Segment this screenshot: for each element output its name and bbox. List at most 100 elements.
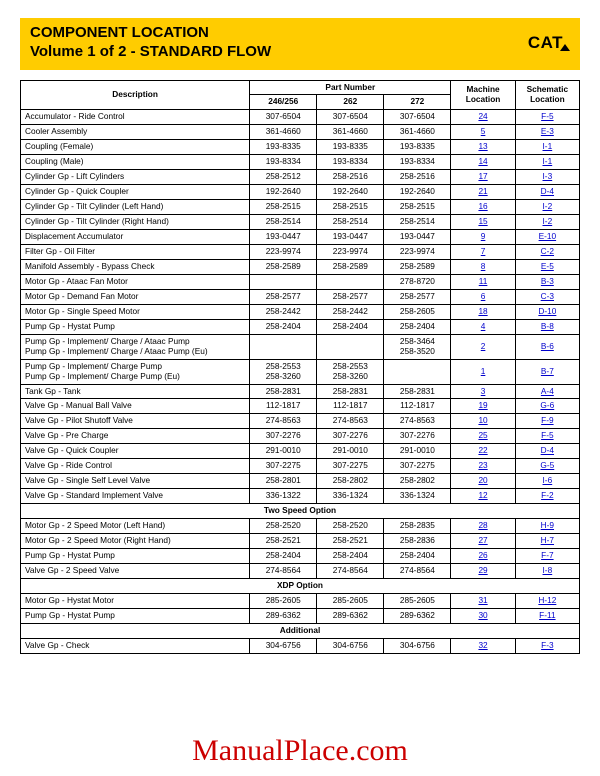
schematic-location-link[interactable]: D-10	[538, 306, 556, 316]
watermark: ManualPlace.com	[0, 734, 600, 768]
schematic-location-link[interactable]: I-6	[543, 475, 553, 485]
machine-location-link[interactable]: 3	[481, 386, 486, 396]
cell-part-number: 304-6756	[384, 638, 451, 653]
machine-location-link[interactable]: 5	[481, 126, 486, 136]
machine-location-link[interactable]: 7	[481, 246, 486, 256]
schematic-location-link[interactable]: E-5	[541, 261, 554, 271]
schematic-location-link[interactable]: I-2	[543, 216, 553, 226]
cell-machine-location: 5	[451, 125, 515, 140]
schematic-location-link[interactable]: I-1	[543, 156, 553, 166]
schematic-location-link[interactable]: I-8	[543, 565, 553, 575]
machine-location-link[interactable]: 12	[478, 490, 487, 500]
machine-location-link[interactable]: 25	[478, 430, 487, 440]
cell-schematic-location: F-3	[515, 638, 579, 653]
schematic-location-link[interactable]: E-10	[539, 231, 557, 241]
schematic-location-link[interactable]: I-1	[543, 141, 553, 151]
schematic-location-link[interactable]: H-12	[538, 595, 556, 605]
cell-part-number: 274-8564	[317, 563, 384, 578]
schematic-location-link[interactable]: F-5	[541, 430, 553, 440]
machine-location-link[interactable]: 30	[478, 610, 487, 620]
schematic-location-link[interactable]: I-2	[543, 201, 553, 211]
machine-location-link[interactable]: 10	[478, 415, 487, 425]
schematic-location-link[interactable]: F-11	[539, 610, 555, 620]
cell-description: Valve Gp - Pre Charge	[21, 429, 250, 444]
machine-location-link[interactable]: 27	[478, 535, 487, 545]
machine-location-link[interactable]: 26	[478, 550, 487, 560]
schematic-location-link[interactable]: I-3	[543, 171, 553, 181]
machine-location-link[interactable]: 2	[481, 341, 486, 351]
schematic-location-link[interactable]: B-7	[541, 366, 554, 376]
machine-location-link[interactable]: 23	[478, 460, 487, 470]
machine-location-link[interactable]: 6	[481, 291, 486, 301]
machine-location-link[interactable]: 19	[478, 400, 487, 410]
schematic-location-link[interactable]: C-3	[541, 291, 554, 301]
machine-location-link[interactable]: 31	[478, 595, 487, 605]
machine-location-link[interactable]: 11	[479, 276, 488, 286]
schematic-location-link[interactable]: B-6	[541, 341, 554, 351]
table-row: Cylinder Gp - Quick Coupler192-2640192-2…	[21, 185, 580, 200]
schematic-location-link[interactable]: F-3	[541, 640, 553, 650]
cell-description: Pump Gp - Hystat Pump	[21, 549, 250, 564]
cell-schematic-location: B-6	[515, 334, 579, 359]
table-row: Motor Gp - Hystat Motor285-2605285-26052…	[21, 593, 580, 608]
schematic-location-link[interactable]: H-9	[541, 520, 554, 530]
machine-location-link[interactable]: 8	[481, 261, 486, 271]
schematic-location-link[interactable]: D-4	[541, 445, 554, 455]
machine-location-link[interactable]: 14	[478, 156, 487, 166]
cell-part-number: 258-2605	[384, 304, 451, 319]
cell-part-number: 278-8720	[384, 274, 451, 289]
schematic-location-link[interactable]: G-5	[540, 460, 554, 470]
cell-part-number	[250, 334, 317, 359]
machine-location-link[interactable]: 20	[478, 475, 487, 485]
cell-schematic-location: F-5	[515, 429, 579, 444]
cell-description: Manifold Assembly - Bypass Check	[21, 259, 250, 274]
cell-description: Valve Gp - Quick Coupler	[21, 444, 250, 459]
schematic-location-link[interactable]: D-4	[541, 186, 554, 196]
machine-location-link[interactable]: 4	[481, 321, 486, 331]
schematic-location-link[interactable]: H-7	[541, 535, 554, 545]
schematic-location-link[interactable]: B-8	[541, 321, 554, 331]
schematic-location-link[interactable]: G-6	[540, 400, 554, 410]
machine-location-link[interactable]: 1	[481, 366, 486, 376]
cell-machine-location: 14	[451, 155, 515, 170]
machine-location-link[interactable]: 18	[478, 306, 487, 316]
cell-part-number	[317, 334, 384, 359]
machine-location-link[interactable]: 16	[478, 201, 487, 211]
schematic-location-link[interactable]: F-2	[541, 490, 553, 500]
section-title: Additional	[21, 623, 580, 638]
cell-part-number: 361-4660	[317, 125, 384, 140]
cell-machine-location: 15	[451, 215, 515, 230]
machine-location-link[interactable]: 15	[478, 216, 487, 226]
schematic-location-link[interactable]: F-9	[541, 415, 553, 425]
schematic-location-link[interactable]: F-7	[541, 550, 553, 560]
table-row: Valve Gp - 2 Speed Valve274-8564274-8564…	[21, 563, 580, 578]
cell-part-number: 307-2276	[317, 429, 384, 444]
cell-part-number: 192-2640	[317, 185, 384, 200]
machine-location-link[interactable]: 24	[478, 111, 487, 121]
schematic-location-link[interactable]: C-2	[541, 246, 554, 256]
machine-location-link[interactable]: 21	[478, 186, 487, 196]
cell-schematic-location: C-3	[515, 289, 579, 304]
cell-part-number: 274-8563	[250, 414, 317, 429]
title-line2: Volume 1 of 2 - STANDARD FLOW	[30, 43, 271, 62]
schematic-location-link[interactable]: E-3	[541, 126, 554, 136]
table-row: Motor Gp - Single Speed Motor258-2442258…	[21, 304, 580, 319]
machine-location-link[interactable]: 13	[478, 141, 487, 151]
cell-part-number	[384, 359, 451, 384]
machine-location-link[interactable]: 22	[478, 445, 487, 455]
machine-location-link[interactable]: 17	[478, 171, 487, 181]
cell-part-number: 336-1324	[317, 489, 384, 504]
machine-location-link[interactable]: 28	[478, 520, 487, 530]
table-row: Displacement Accumulator193-0447193-0447…	[21, 230, 580, 245]
machine-location-link[interactable]: 9	[481, 231, 486, 241]
cell-part-number: 258-2404	[384, 549, 451, 564]
cell-schematic-location: I-2	[515, 200, 579, 215]
cell-description: Cooler Assembly	[21, 125, 250, 140]
schematic-location-link[interactable]: B-3	[541, 276, 554, 286]
header-pn1: 246/256	[250, 95, 317, 110]
schematic-location-link[interactable]: F-5	[541, 111, 553, 121]
machine-location-link[interactable]: 29	[478, 565, 487, 575]
cell-part-number: 307-6504	[250, 110, 317, 125]
machine-location-link[interactable]: 32	[478, 640, 487, 650]
schematic-location-link[interactable]: A-4	[541, 386, 554, 396]
